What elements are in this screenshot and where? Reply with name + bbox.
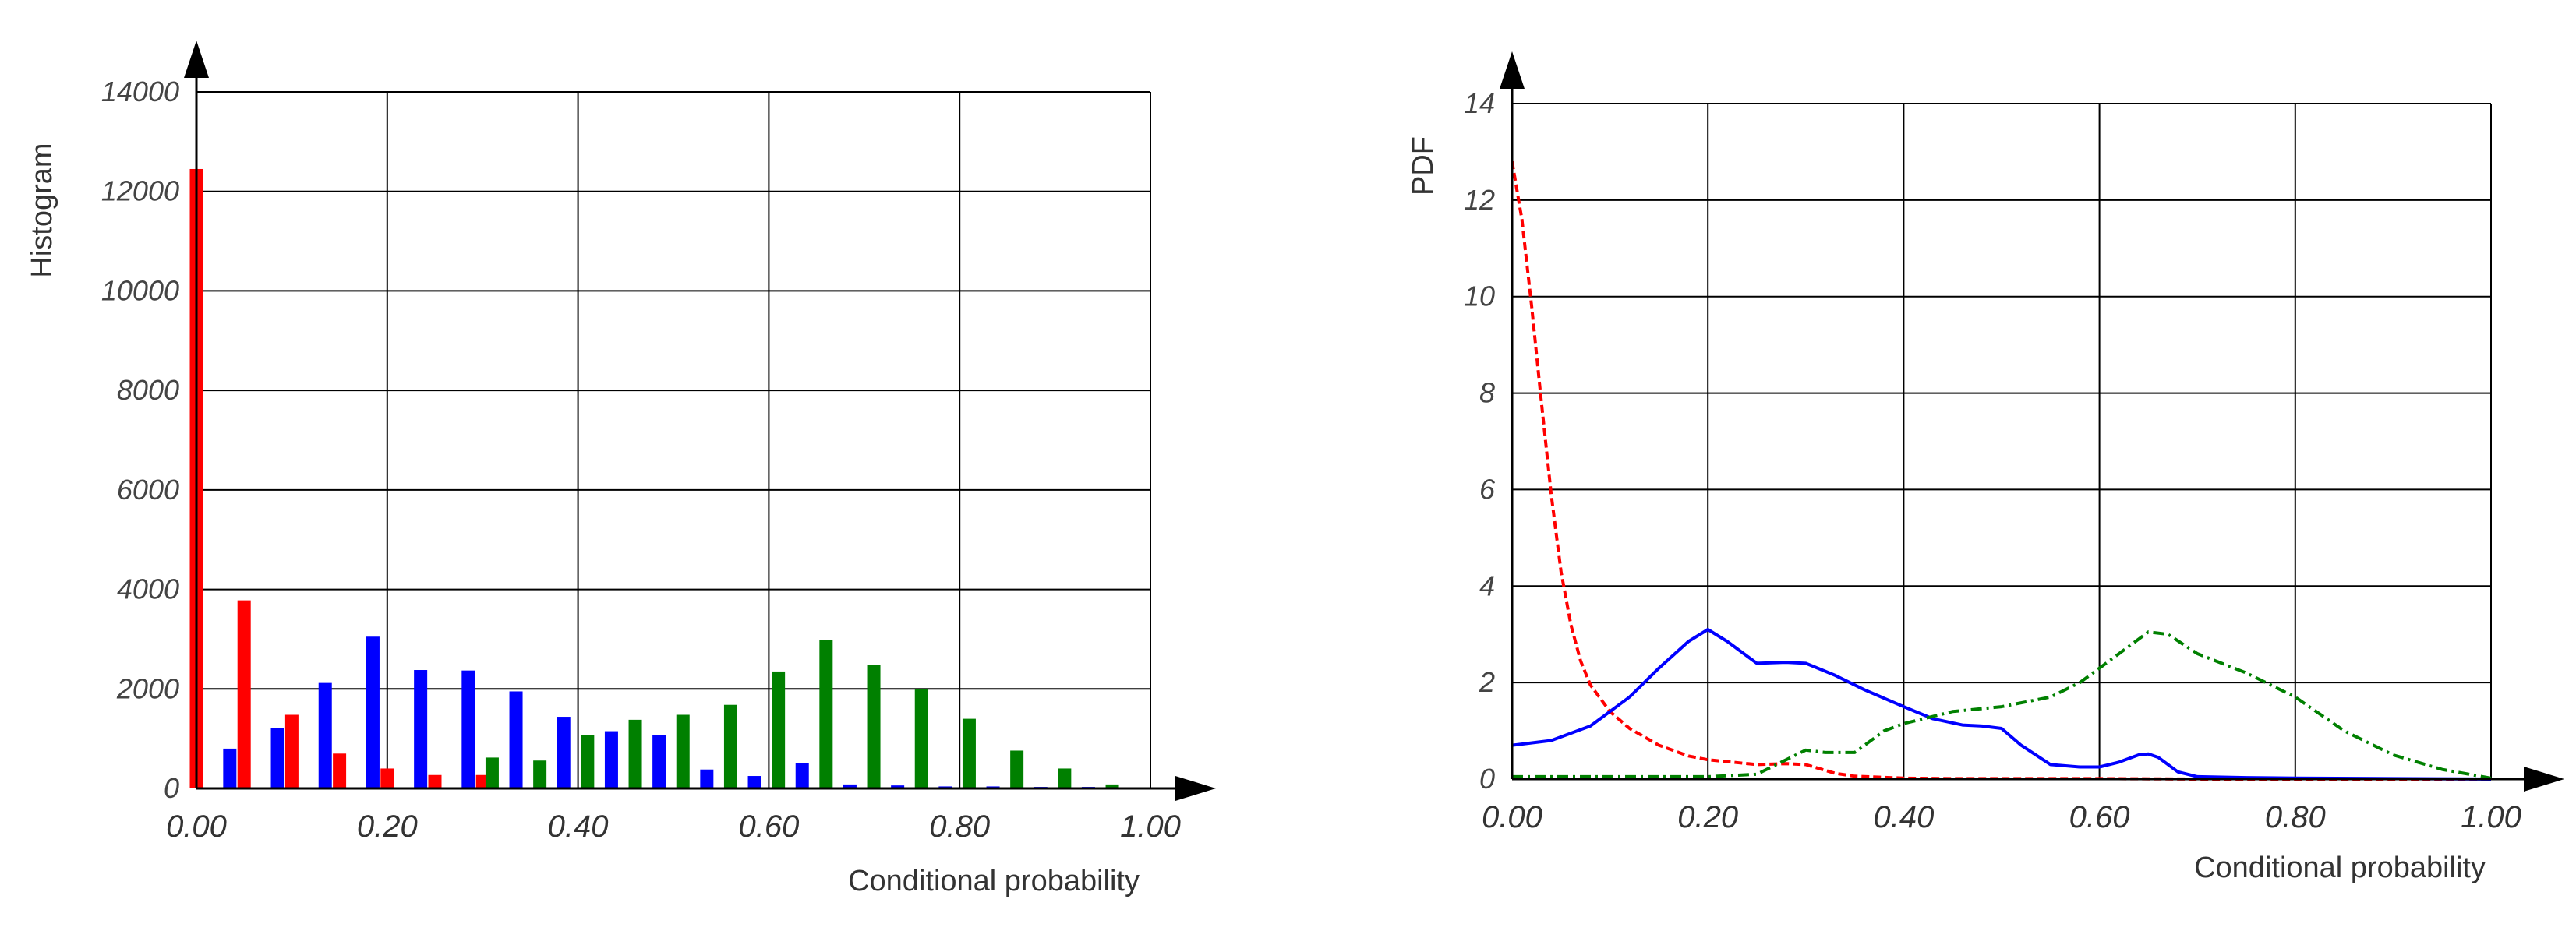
histogram-bar: [604, 731, 618, 788]
histogram-tick-labels: 0.00 0.20 0.40 0.60 0.80 1.00 0 2000 4000 6000 800…: [101, 76, 1181, 844]
histogram-x-tick-label: 0.00: [166, 809, 227, 844]
histogram-bar: [509, 691, 523, 788]
histogram-bar: [843, 784, 857, 788]
histogram-bar: [676, 714, 690, 788]
pdf-y-tick-label: 6: [1479, 473, 1496, 505]
histogram-y-tick-label: 12000: [101, 175, 179, 207]
pdf-y-axis-label: PDF: [1407, 136, 1440, 196]
histogram-panel: 0.00 0.20 0.40 0.60 0.80 1.00 0 2000 4000 6000 800…: [26, 41, 1216, 897]
pdf-y-tick-label: 14: [1464, 87, 1495, 119]
histogram-bar: [772, 671, 786, 788]
histogram-bar: [1058, 768, 1072, 788]
histogram-bar: [581, 735, 595, 788]
histogram-y-tick-label: 4000: [117, 573, 179, 605]
pdf-x-tick-label: 0.20: [1677, 800, 1738, 834]
histogram-bar: [333, 753, 347, 788]
pdf-y-tick-label: 4: [1479, 570, 1495, 601]
pdf-series-line: [1512, 630, 2492, 780]
histogram-bar: [867, 665, 881, 788]
histogram-bar: [557, 717, 571, 788]
histogram-bar: [1010, 750, 1024, 788]
pdf-x-axis-arrow: [2524, 767, 2564, 792]
pdf-y-tick-label: 2: [1479, 666, 1495, 698]
pdf-axes: [1500, 51, 2564, 792]
histogram-bars: [189, 168, 1119, 788]
histogram-y-tick-label: 2000: [116, 672, 179, 704]
histogram-bar: [223, 748, 237, 788]
pdf-y-tick-label: 8: [1479, 377, 1495, 409]
histogram-bar: [270, 728, 284, 788]
pdf-x-tick-label: 0.60: [2069, 800, 2130, 834]
histogram-y-tick-label: 10000: [101, 274, 179, 306]
histogram-x-tick-label: 1.00: [1120, 809, 1181, 844]
pdf-panel: 0.00 0.20 0.40 0.60 0.80 1.00 0 2 4 6 8 10 12 14 Cond…: [1407, 51, 2564, 884]
histogram-bar: [652, 735, 666, 788]
histogram-axes: [184, 41, 1216, 801]
pdf-y-tick-label: 12: [1464, 184, 1495, 216]
histogram-bar: [628, 719, 642, 788]
histogram-x-tick-label: 0.40: [548, 809, 609, 844]
histogram-y-tick-label: 6000: [117, 474, 179, 506]
histogram-y-tick-label: 0: [164, 772, 179, 804]
pdf-curves: [1511, 160, 2492, 781]
histogram-bar: [485, 757, 499, 788]
histogram-bar: [414, 670, 428, 788]
histogram-y-axis-arrow: [184, 41, 209, 78]
pdf-tick-labels: 0.00 0.20 0.40 0.60 0.80 1.00 0 2 4 6 8 10 12 14: [1464, 87, 2521, 834]
histogram-bar: [1105, 784, 1119, 788]
histogram-bar: [284, 714, 299, 788]
histogram-bar: [380, 768, 394, 788]
histogram-bar: [962, 718, 976, 788]
histogram-x-axis-arrow: [1175, 776, 1216, 801]
histogram-bar: [428, 774, 442, 788]
pdf-series-line: [1511, 628, 2492, 781]
pdf-x-tick-label: 1.00: [2461, 800, 2521, 834]
pdf-gridlines: [1512, 103, 2492, 779]
histogram-bar: [819, 640, 833, 788]
histogram-bar: [461, 670, 475, 788]
pdf-y-tick-label: 0: [1479, 763, 1495, 795]
histogram-y-tick-label: 8000: [117, 374, 179, 406]
histogram-y-tick-label: 14000: [101, 76, 179, 108]
histogram-bar: [700, 769, 714, 788]
histogram-bar: [533, 760, 547, 788]
histogram-bar: [795, 763, 809, 788]
histogram-y-axis-label: Histogram: [26, 143, 58, 277]
pdf-x-tick-label: 0.80: [2265, 800, 2326, 834]
histogram-bar: [723, 704, 737, 788]
histogram-bar: [318, 682, 332, 788]
histogram-bar: [237, 600, 251, 788]
histogram-bar: [747, 776, 761, 788]
histogram-x-axis-label: Conditional probability: [848, 865, 1140, 897]
histogram-x-tick-label: 0.20: [357, 809, 418, 844]
histogram-x-tick-label: 0.60: [738, 809, 799, 844]
histogram-bar: [891, 785, 905, 788]
pdf-x-axis-label: Conditional probability: [2194, 852, 2486, 884]
pdf-series-line: [1511, 160, 2491, 781]
histogram-bar: [914, 689, 928, 788]
histogram-bar: [366, 636, 380, 788]
histogram-gridlines: [196, 91, 1151, 788]
pdf-x-tick-label: 0.00: [1482, 800, 1542, 834]
pdf-y-axis-arrow: [1500, 51, 1525, 89]
pdf-x-tick-label: 0.40: [1873, 800, 1934, 834]
pdf-y-tick-label: 10: [1464, 280, 1495, 312]
histogram-x-tick-label: 0.80: [929, 809, 990, 844]
